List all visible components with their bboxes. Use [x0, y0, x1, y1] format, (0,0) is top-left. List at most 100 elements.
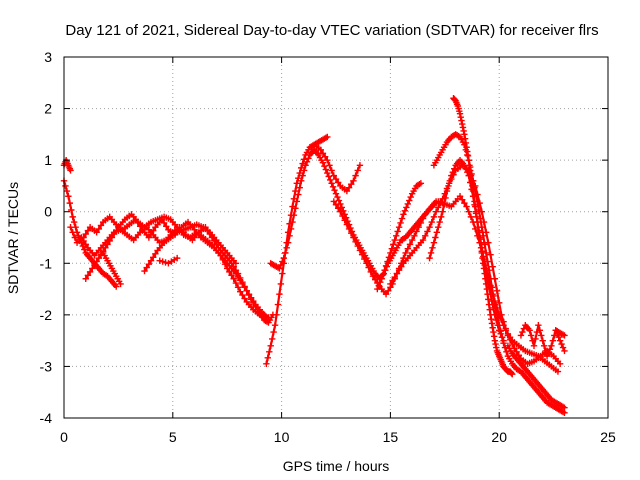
- data-point: [485, 273, 492, 281]
- data-point: [546, 346, 554, 353]
- data-point: [354, 167, 361, 174]
- data-point: [457, 113, 464, 121]
- data-point: [270, 328, 277, 336]
- data-point: [556, 337, 564, 344]
- data-point: [460, 127, 467, 135]
- x-tick-label: 0: [60, 429, 68, 445]
- data-point: [141, 267, 148, 275]
- data-point: [276, 265, 283, 272]
- data-point: [239, 280, 246, 288]
- series-line: [458, 195, 560, 373]
- series-arc-6: [99, 249, 124, 288]
- series-arc-8: [156, 254, 181, 267]
- data-point: [448, 172, 455, 179]
- data-point: [486, 306, 493, 313]
- series-arc-5: [82, 211, 270, 321]
- data-point: [382, 262, 390, 270]
- data-point: [67, 167, 74, 174]
- data-point: [150, 254, 157, 261]
- data-point: [70, 218, 78, 226]
- data-point: [543, 352, 551, 360]
- data-point: [485, 296, 492, 303]
- data-point: [500, 340, 507, 347]
- data-point: [498, 334, 506, 341]
- data-point: [554, 368, 562, 375]
- data-point: [404, 200, 412, 208]
- data-point: [356, 247, 364, 254]
- data-point: [462, 165, 470, 172]
- data-point: [485, 301, 493, 308]
- data-point: [293, 198, 301, 205]
- data-point: [480, 256, 488, 264]
- data-point: [86, 268, 94, 276]
- data-point: [461, 131, 468, 138]
- data-point: [482, 229, 490, 236]
- data-point: [558, 340, 565, 348]
- data-point: [440, 201, 448, 209]
- data-point: [267, 342, 274, 349]
- data-point: [328, 180, 335, 187]
- series-line: [265, 135, 329, 365]
- data-point: [385, 254, 393, 261]
- data-point: [226, 268, 233, 276]
- x-tick-label: 15: [383, 429, 399, 445]
- data-point: [437, 199, 444, 207]
- data-point: [232, 279, 240, 287]
- data-point: [461, 199, 468, 207]
- data-point: [325, 173, 332, 180]
- data-point: [432, 208, 440, 215]
- data-point: [527, 332, 535, 339]
- x-tick-label: 25: [600, 429, 616, 445]
- data-point: [68, 206, 75, 214]
- data-point: [361, 255, 368, 263]
- data-point: [435, 204, 442, 211]
- data-point: [241, 295, 248, 302]
- data-point: [145, 234, 153, 241]
- data-point: [352, 172, 359, 179]
- y-tick-label: -3: [40, 358, 53, 374]
- data-point: [232, 270, 240, 277]
- data-point: [388, 245, 396, 252]
- data-point: [82, 230, 89, 238]
- data-point: [459, 124, 467, 131]
- data-point: [375, 282, 382, 289]
- data-point: [277, 261, 285, 269]
- data-point: [435, 223, 442, 231]
- data-point: [91, 261, 98, 269]
- y-tick-label: -1: [40, 255, 53, 271]
- data-point: [280, 254, 287, 262]
- data-point: [463, 203, 470, 210]
- data-point: [274, 301, 282, 308]
- data-point: [80, 237, 87, 245]
- data-point: [276, 291, 283, 298]
- data-point: [358, 251, 366, 258]
- y-tick-label: 0: [44, 204, 52, 220]
- data-point: [95, 225, 103, 233]
- data-point: [430, 213, 438, 221]
- data-point: [477, 215, 484, 222]
- data-point: [292, 187, 299, 195]
- data-point: [548, 342, 555, 349]
- data-point: [489, 291, 496, 298]
- data-point: [476, 239, 483, 246]
- data-point: [63, 187, 71, 195]
- data-point: [496, 299, 503, 307]
- data-point: [545, 349, 552, 356]
- data-point: [367, 268, 375, 276]
- data-point: [317, 146, 324, 154]
- data-point: [487, 282, 494, 289]
- data-point: [538, 332, 545, 339]
- data-point: [326, 176, 334, 184]
- data-point: [426, 254, 433, 262]
- data-point: [302, 162, 309, 169]
- data-point: [381, 266, 388, 274]
- data-point: [513, 348, 520, 356]
- data-point: [459, 196, 466, 203]
- data-point: [230, 275, 237, 282]
- data-point: [436, 218, 443, 226]
- data-point: [384, 258, 391, 265]
- data-point: [82, 275, 89, 282]
- series-arc-18: [456, 193, 562, 375]
- data-point: [268, 335, 276, 343]
- data-point: [84, 227, 92, 234]
